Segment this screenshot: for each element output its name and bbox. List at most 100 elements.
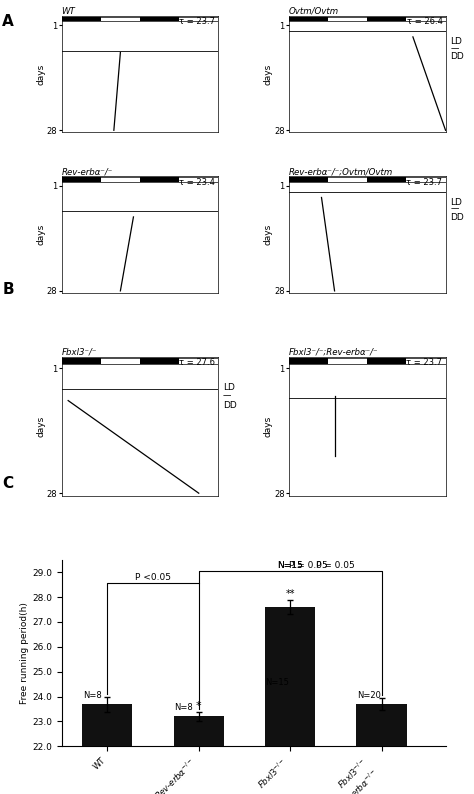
Point (314, 461, 321, 473)
Point (135, 183, 143, 196)
Point (420, 403, 428, 415)
Point (310, 474, 317, 487)
Point (178, 110, 185, 122)
Point (426, 179, 433, 192)
Point (105, 104, 112, 117)
Point (395, 242, 402, 255)
Point (419, 414, 426, 427)
Point (177, 21, 184, 34)
Point (322, 487, 330, 499)
Point (323, 420, 330, 433)
Point (137, 413, 144, 426)
Point (190, 361, 198, 374)
Point (113, 279, 120, 292)
Point (306, 255, 313, 268)
Point (192, 44, 200, 56)
Point (180, 21, 187, 34)
Point (201, 222, 209, 235)
Point (195, 188, 202, 201)
Point (343, 475, 350, 488)
Point (401, 203, 409, 216)
Point (182, 264, 189, 277)
Point (381, 256, 389, 269)
Point (410, 395, 417, 407)
Point (322, 394, 330, 407)
Point (100, 265, 108, 278)
Point (108, 245, 115, 258)
Point (196, 190, 203, 202)
Point (337, 453, 345, 466)
Point (315, 187, 322, 199)
Point (124, 229, 132, 241)
Point (201, 32, 209, 44)
Point (184, 372, 191, 385)
Point (326, 411, 334, 424)
Point (427, 388, 434, 401)
Point (397, 191, 404, 204)
Point (404, 458, 412, 471)
Point (398, 426, 405, 438)
Point (178, 94, 186, 106)
Point (163, 77, 170, 90)
Point (321, 268, 328, 281)
Point (125, 19, 132, 32)
Point (381, 460, 389, 472)
Point (106, 19, 113, 32)
Point (195, 253, 202, 266)
Point (207, 369, 214, 382)
Point (92, 95, 100, 108)
Point (403, 422, 411, 435)
Point (115, 250, 122, 263)
Point (315, 195, 323, 207)
Point (424, 382, 431, 395)
Point (310, 215, 318, 228)
Point (132, 34, 139, 47)
Point (166, 123, 173, 136)
Point (203, 207, 210, 220)
Point (331, 385, 339, 398)
Point (318, 418, 326, 430)
Point (108, 253, 116, 266)
Point (333, 483, 340, 495)
Point (130, 258, 137, 271)
Point (399, 216, 407, 229)
Point (401, 377, 409, 390)
Point (187, 56, 195, 68)
Point (184, 86, 192, 98)
Point (133, 184, 140, 197)
Point (154, 69, 161, 82)
Point (394, 265, 401, 278)
Point (208, 407, 216, 420)
Point (326, 188, 333, 201)
Point (403, 468, 410, 480)
Point (198, 44, 206, 57)
Point (374, 260, 382, 273)
Point (121, 18, 128, 31)
Point (375, 233, 383, 246)
Point (376, 243, 383, 256)
Point (182, 362, 190, 375)
Point (191, 26, 199, 39)
Point (205, 391, 213, 403)
Point (126, 28, 133, 40)
Point (94, 70, 102, 83)
Point (136, 22, 143, 35)
Point (205, 223, 213, 236)
Point (181, 390, 188, 403)
Point (214, 220, 221, 233)
Point (92, 51, 100, 64)
Point (361, 19, 368, 32)
Point (324, 475, 332, 488)
Point (201, 24, 209, 37)
Point (118, 238, 125, 251)
Point (392, 262, 400, 275)
Point (184, 426, 191, 438)
Point (208, 361, 215, 374)
Point (106, 195, 114, 207)
Point (313, 449, 321, 462)
Point (312, 405, 320, 418)
Point (410, 366, 418, 379)
Point (103, 62, 110, 75)
Point (186, 260, 194, 273)
Point (302, 451, 310, 464)
